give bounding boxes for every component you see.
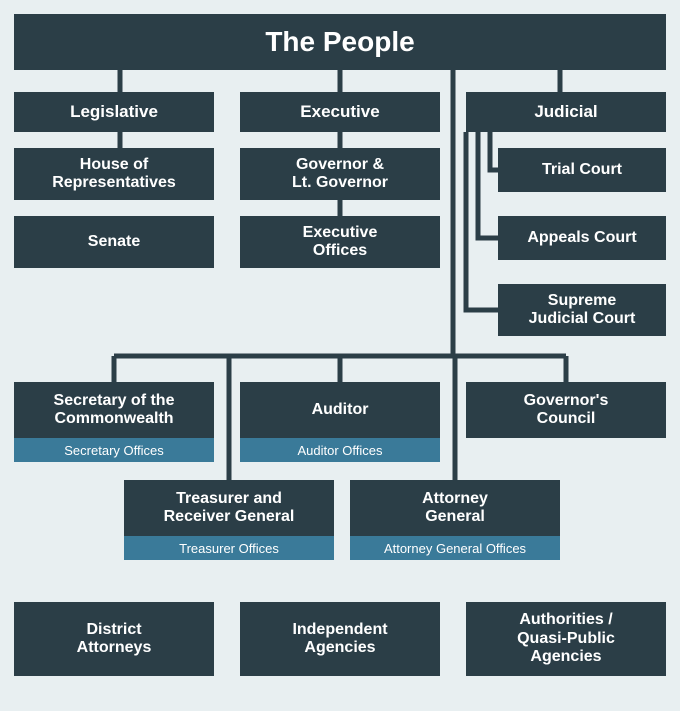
- node-senate: Senate: [14, 216, 214, 268]
- node-house: House of Representatives: [14, 148, 214, 200]
- node-gov_council: Governor's Council: [466, 382, 666, 438]
- node-judicial-label: Judicial: [534, 102, 597, 122]
- node-judicial: Judicial: [466, 92, 666, 132]
- node-treasurer-label: Treasurer and Receiver General: [164, 490, 295, 527]
- node-executive: Executive: [240, 92, 440, 132]
- node-secretary-label: Secretary of the Commonwealth: [54, 392, 175, 429]
- node-executive-label: Executive: [300, 102, 379, 122]
- node-secretary: Secretary of the Commonwealth: [14, 382, 214, 438]
- node-auditor-label: Auditor: [312, 401, 369, 419]
- node-trial: Trial Court: [498, 148, 666, 192]
- node-attorney-subbar-label: Attorney General Offices: [384, 541, 526, 556]
- node-supreme: Supreme Judicial Court: [498, 284, 666, 336]
- node-attorney: Attorney General: [350, 480, 560, 536]
- node-exec_off-label: Executive Offices: [303, 224, 378, 261]
- node-house-label: House of Representatives: [52, 156, 176, 193]
- node-governor: Governor & Lt. Governor: [240, 148, 440, 200]
- node-district-label: District Attorneys: [77, 621, 152, 658]
- node-treasurer-subbar-label: Treasurer Offices: [179, 541, 279, 556]
- node-treasurer-subbar: Treasurer Offices: [124, 536, 334, 560]
- node-auditor-subbar-label: Auditor Offices: [297, 443, 382, 458]
- node-auditor-subbar: Auditor Offices: [240, 438, 440, 462]
- node-attorney-label: Attorney General: [422, 490, 488, 527]
- node-governor-label: Governor & Lt. Governor: [292, 156, 388, 193]
- node-senate-label: Senate: [88, 233, 140, 251]
- node-gov_council-label: Governor's Council: [524, 392, 609, 429]
- node-legislative-label: Legislative: [70, 102, 158, 122]
- node-people-label: The People: [265, 26, 414, 58]
- node-independent-label: Independent Agencies: [292, 621, 387, 658]
- node-people: The People: [14, 14, 666, 70]
- node-district: District Attorneys: [14, 602, 214, 676]
- node-supreme-label: Supreme Judicial Court: [529, 292, 636, 329]
- node-independent: Independent Agencies: [240, 602, 440, 676]
- node-attorney-subbar: Attorney General Offices: [350, 536, 560, 560]
- node-exec_off: Executive Offices: [240, 216, 440, 268]
- node-auditor: Auditor: [240, 382, 440, 438]
- node-trial-label: Trial Court: [542, 161, 622, 179]
- node-appeals: Appeals Court: [498, 216, 666, 260]
- node-legislative: Legislative: [14, 92, 214, 132]
- node-authorities-label: Authorities / Quasi-Public Agencies: [517, 611, 615, 666]
- node-appeals-label: Appeals Court: [527, 229, 636, 247]
- node-treasurer: Treasurer and Receiver General: [124, 480, 334, 536]
- node-authorities: Authorities / Quasi-Public Agencies: [466, 602, 666, 676]
- node-secretary-subbar-label: Secretary Offices: [64, 443, 163, 458]
- node-secretary-subbar: Secretary Offices: [14, 438, 214, 462]
